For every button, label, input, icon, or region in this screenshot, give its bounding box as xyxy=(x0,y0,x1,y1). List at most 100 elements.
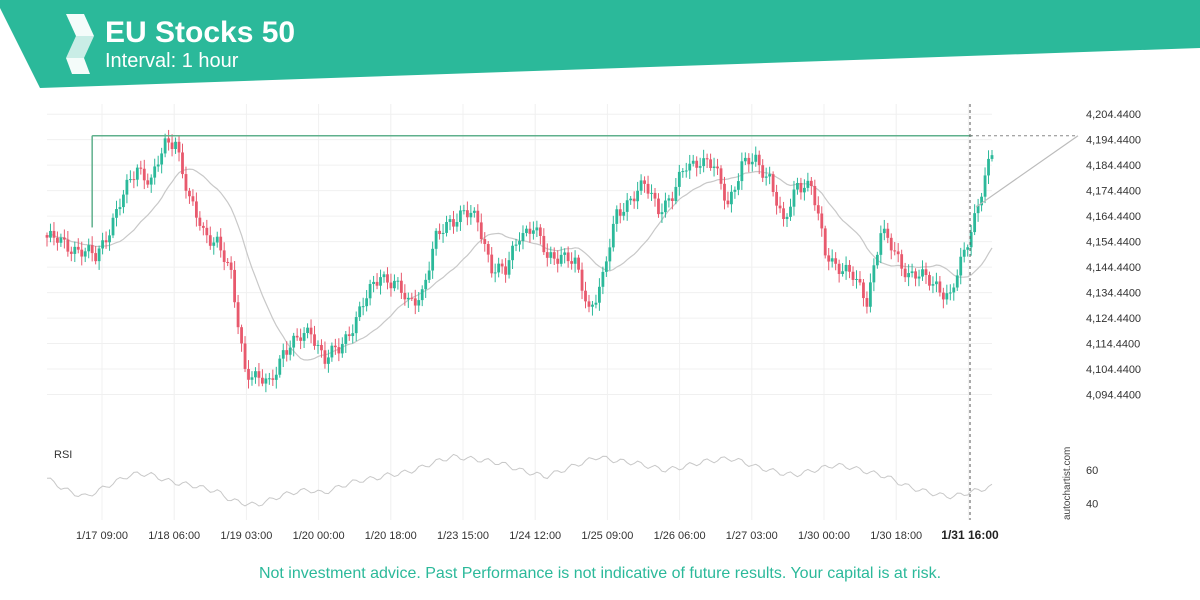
price-tick-label: 4,124.4400 xyxy=(1086,313,1141,325)
candle-body xyxy=(62,237,66,240)
candle-body xyxy=(816,205,820,214)
candle-body xyxy=(316,344,320,346)
candle-body xyxy=(521,233,525,241)
candle-body xyxy=(156,164,160,167)
candle-body xyxy=(990,155,994,159)
candle-body xyxy=(486,244,490,255)
candle-body xyxy=(823,228,827,256)
candle-body xyxy=(135,167,139,180)
candle-body xyxy=(413,298,417,306)
candle-body xyxy=(754,154,758,162)
candle-body xyxy=(80,249,84,257)
candle-body xyxy=(580,269,584,291)
candle-body xyxy=(657,198,660,215)
price-axis: 4,204.4400 4,194.4400 4,184.4400 4,174.4400… xyxy=(1086,109,1141,401)
candle-body xyxy=(879,233,883,255)
candle-body xyxy=(254,371,257,378)
grid-lines xyxy=(47,104,992,520)
candle-body xyxy=(945,293,949,300)
candle-body xyxy=(851,271,855,280)
candle-body xyxy=(552,252,556,259)
candle-body xyxy=(844,264,848,272)
candle-body xyxy=(108,235,111,243)
candle-body xyxy=(563,252,567,255)
candle-body xyxy=(577,257,580,270)
candle-body xyxy=(796,182,799,190)
candle-body xyxy=(52,230,56,238)
price-tick-label: 4,144.4400 xyxy=(1086,262,1141,274)
candle-body xyxy=(445,221,448,233)
time-tick-label: 1/20 18:00 xyxy=(365,530,417,542)
candle-body xyxy=(650,192,653,194)
time-tick-label: 1/26 06:00 xyxy=(654,530,706,542)
candle-body xyxy=(830,258,834,262)
candle-body xyxy=(66,239,70,252)
candle-body xyxy=(292,335,296,348)
candle-body xyxy=(198,217,202,226)
candle-body xyxy=(764,176,768,178)
candle-body xyxy=(240,327,243,344)
candle-body xyxy=(94,253,98,262)
candle-body xyxy=(622,211,626,216)
candle-body xyxy=(941,292,945,300)
rsi-label: RSI xyxy=(54,449,72,461)
candle-body xyxy=(556,258,560,264)
candle-body xyxy=(889,237,893,251)
candle-body xyxy=(914,271,917,279)
candle-body xyxy=(243,343,247,369)
time-tick-label: 1/25 09:00 xyxy=(581,530,633,542)
candle-body xyxy=(559,254,563,264)
candle-body xyxy=(723,183,726,201)
candle-body xyxy=(712,166,716,169)
candle-body xyxy=(928,275,931,286)
candle-body xyxy=(549,252,553,258)
candle-body xyxy=(452,219,455,227)
rsi-tick-label: 40 xyxy=(1086,498,1098,510)
candle-body xyxy=(820,213,824,229)
candle-body xyxy=(323,350,327,364)
candle-body xyxy=(302,333,306,341)
candle-body xyxy=(122,194,125,208)
rsi-line xyxy=(46,453,993,507)
candle-body xyxy=(490,254,494,274)
candle-body xyxy=(702,158,706,167)
candle-body xyxy=(955,275,959,288)
candle-body xyxy=(393,280,396,289)
candle-body xyxy=(49,230,52,238)
candle-body xyxy=(789,206,792,217)
candle-body xyxy=(858,278,862,283)
candle-body xyxy=(76,246,80,250)
candle-body xyxy=(875,254,879,266)
candle-body xyxy=(778,205,782,209)
candle-body xyxy=(438,230,441,235)
candle-body xyxy=(431,248,435,271)
candle-body xyxy=(740,161,744,182)
candle-body xyxy=(684,170,688,172)
candle-body xyxy=(775,191,778,206)
candle-body xyxy=(174,141,177,149)
candle-body xyxy=(396,280,400,282)
candle-body xyxy=(247,368,250,380)
price-tick-label: 4,094.4400 xyxy=(1086,390,1141,402)
candle-body xyxy=(132,179,136,181)
candle-body xyxy=(594,302,598,305)
candle-body xyxy=(87,245,91,252)
candle-body xyxy=(608,247,612,262)
candle-body xyxy=(212,242,216,246)
candle-body xyxy=(361,306,365,308)
candle-body xyxy=(792,189,796,207)
candle-body xyxy=(504,266,508,275)
candle-body xyxy=(698,166,702,168)
candle-body xyxy=(535,227,539,231)
candle-body xyxy=(726,200,730,205)
candle-body xyxy=(952,287,956,293)
candle-body xyxy=(591,304,594,307)
candle-body xyxy=(104,240,108,243)
candle-body xyxy=(653,192,657,199)
candle-body xyxy=(896,251,900,255)
candle-body xyxy=(469,212,473,218)
candle-body xyxy=(142,168,146,181)
time-tick-label: 1/30 18:00 xyxy=(870,530,922,542)
candle-body xyxy=(427,270,431,280)
candle-body xyxy=(333,345,337,348)
